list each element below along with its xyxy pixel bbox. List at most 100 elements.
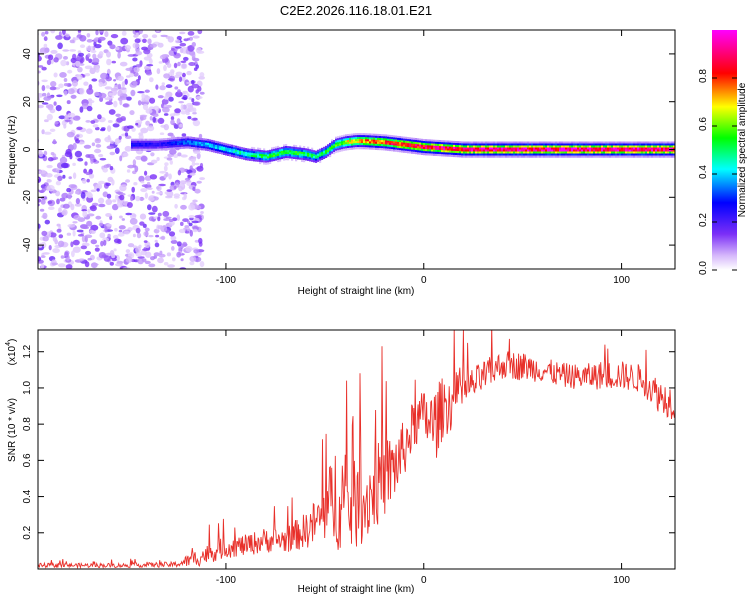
ridge-cell	[667, 141, 670, 144]
ridge-cell	[311, 149, 314, 152]
ridge-cell	[485, 141, 488, 144]
noise-cell	[191, 52, 196, 59]
ridge-cell	[547, 153, 550, 156]
ridge-cell	[249, 148, 252, 151]
ridge-cell	[295, 159, 298, 162]
ridge-cell	[269, 157, 272, 160]
ridge-cell	[237, 152, 240, 155]
ridge-cell	[539, 149, 542, 152]
noise-cell	[198, 133, 203, 139]
noise-cell	[105, 86, 111, 90]
noise-cell	[113, 238, 121, 244]
ridge-cell	[627, 143, 630, 146]
ridge-cell	[313, 156, 316, 159]
ridge-cell	[461, 141, 464, 144]
colorbar-ticks: 0.00.20.40.60.8	[698, 69, 737, 275]
noise-cell	[187, 220, 191, 224]
ridge-cell	[609, 143, 612, 146]
ridge-cell	[411, 147, 414, 150]
ridge-cell	[593, 143, 596, 146]
noise-cell	[152, 113, 159, 117]
ridge-cell	[463, 147, 466, 150]
ridge-cell	[237, 156, 240, 159]
ridge-cell	[209, 143, 212, 146]
ridge-cell	[279, 149, 282, 152]
ridge-cell	[285, 154, 288, 157]
ridge-cell	[201, 148, 204, 151]
ridge-cell	[209, 141, 212, 144]
ridge-cell	[383, 144, 386, 147]
ridge-cell	[669, 141, 672, 144]
ridge-cell	[163, 144, 166, 147]
ridge-cell	[135, 138, 138, 141]
ridge-cell	[625, 155, 628, 158]
ridge-cell	[433, 139, 436, 142]
colorbar-tick-label: 0.6	[698, 117, 709, 131]
ridge-cell	[477, 147, 480, 150]
noise-cell	[118, 225, 126, 230]
ridge-cell	[341, 149, 344, 152]
ridge-cell	[183, 144, 186, 147]
ridge-cell	[337, 144, 340, 147]
ridge-cell	[537, 147, 540, 150]
ridge-cell	[299, 149, 302, 152]
ridge-cell	[513, 155, 516, 158]
ridge-cell	[215, 140, 218, 144]
noise-cell	[191, 42, 196, 47]
noise-cell	[43, 150, 48, 156]
noise-cell	[111, 60, 117, 64]
ridge-cell	[207, 144, 210, 148]
noise-cell	[189, 255, 197, 262]
noise-cell	[173, 154, 179, 158]
ridge-cell	[601, 147, 604, 150]
ridge-cell	[423, 143, 426, 146]
noise-cell	[132, 159, 137, 166]
ridge-cell	[335, 146, 338, 149]
ridge-cell	[517, 155, 520, 158]
ridge-cell	[577, 143, 580, 146]
noise-cell	[159, 54, 166, 60]
ridge-cell	[223, 148, 226, 151]
noise-cell	[176, 251, 182, 258]
ridge-cell	[361, 133, 364, 136]
ridge-cell	[357, 133, 360, 136]
ridge-cell	[389, 134, 392, 138]
ridge-cell	[519, 155, 522, 158]
ridge-cell	[499, 151, 502, 154]
spectrogram-y-tick-label: -40	[22, 237, 33, 252]
ridge-cell	[565, 153, 568, 156]
ridge-cell	[235, 149, 238, 152]
ridge-cell	[501, 147, 504, 150]
ridge-cell	[527, 153, 530, 156]
noise-cell	[41, 102, 49, 105]
ridge-cell	[493, 143, 496, 146]
ridge-cell	[343, 142, 346, 145]
noise-cell	[79, 35, 87, 42]
ridge-cell	[641, 143, 644, 146]
ridge-cell	[511, 147, 514, 150]
ridge-cell	[609, 153, 612, 156]
ridge-cell	[285, 148, 288, 151]
ridge-cell	[347, 144, 350, 147]
ridge-cell	[591, 149, 594, 152]
noise-cell	[166, 157, 173, 161]
ridge-cell	[211, 139, 214, 143]
ridge-cell	[639, 151, 642, 154]
noise-cell	[117, 75, 124, 81]
ridge-cell	[295, 151, 298, 154]
noise-cell	[166, 189, 173, 192]
ridge-cell	[355, 133, 358, 136]
noise-cell	[111, 179, 115, 186]
ridge-cell	[331, 141, 334, 144]
ridge-cell	[155, 144, 158, 147]
ridge-cell	[579, 141, 582, 144]
ridge-cell	[437, 151, 440, 155]
ridge-cell	[253, 153, 256, 156]
ridge-cell	[203, 146, 206, 149]
ridge-cell	[363, 137, 366, 140]
ridge-cell	[395, 141, 398, 144]
ridge-cell	[347, 138, 350, 141]
ridge-cell	[561, 143, 564, 146]
noise-cell	[189, 229, 193, 237]
ridge-cell	[413, 143, 416, 146]
